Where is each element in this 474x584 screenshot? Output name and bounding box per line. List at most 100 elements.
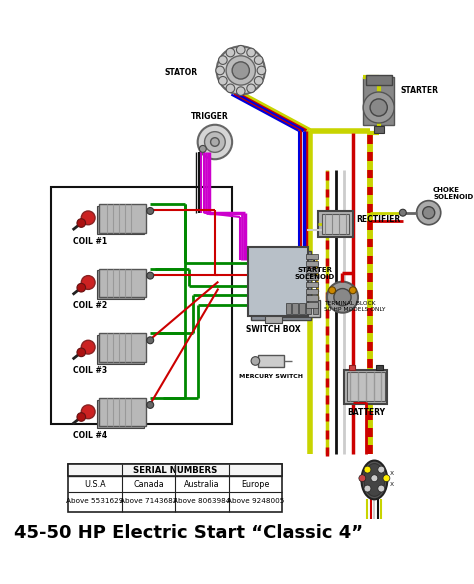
Text: Above 8063984: Above 8063984	[173, 499, 231, 505]
Circle shape	[378, 485, 385, 492]
Text: U.S.A: U.S.A	[84, 479, 106, 489]
Text: STARTER: STARTER	[400, 86, 438, 95]
Bar	[99, 269, 146, 297]
Circle shape	[77, 348, 86, 357]
Ellipse shape	[362, 461, 387, 499]
Bar	[366, 75, 392, 85]
Text: BATTERY: BATTERY	[347, 408, 385, 417]
Bar	[374, 127, 384, 133]
Text: COIL #3: COIL #3	[73, 366, 107, 375]
Circle shape	[81, 405, 95, 419]
Circle shape	[205, 131, 225, 152]
Text: COIL #4: COIL #4	[73, 430, 107, 440]
Bar	[68, 464, 282, 477]
Circle shape	[364, 466, 371, 473]
Text: 45-50 HP Electric Start “Classic 4”: 45-50 HP Electric Start “Classic 4”	[15, 523, 364, 541]
Text: SWITCH BOX: SWITCH BOX	[246, 325, 301, 335]
Circle shape	[219, 77, 227, 85]
Circle shape	[364, 485, 371, 492]
Bar	[99, 333, 146, 362]
Text: STATOR: STATOR	[164, 68, 198, 77]
Circle shape	[219, 56, 227, 64]
Circle shape	[247, 84, 255, 93]
Circle shape	[327, 281, 358, 312]
Bar	[363, 77, 394, 125]
Circle shape	[378, 466, 385, 473]
Bar	[247, 247, 308, 316]
Circle shape	[226, 84, 235, 93]
Bar	[258, 355, 284, 367]
Bar	[306, 296, 319, 301]
Circle shape	[400, 209, 406, 216]
Text: Canada: Canada	[133, 479, 164, 489]
Bar	[97, 400, 144, 428]
Circle shape	[363, 92, 394, 123]
Bar	[306, 261, 319, 266]
Bar	[265, 316, 282, 323]
Circle shape	[423, 207, 435, 219]
Bar	[306, 254, 319, 259]
Bar	[344, 370, 387, 404]
Text: CHOKE
SOLENOID: CHOKE SOLENOID	[433, 187, 473, 200]
Bar	[251, 251, 311, 319]
Circle shape	[198, 125, 232, 159]
Text: STARTER
SOLENOID: STARTER SOLENOID	[295, 266, 335, 280]
Circle shape	[77, 283, 86, 292]
Circle shape	[210, 138, 219, 147]
Text: x: x	[390, 470, 394, 476]
Circle shape	[334, 288, 351, 306]
Circle shape	[237, 87, 245, 95]
Text: RECTIFIER: RECTIFIER	[356, 215, 401, 224]
Circle shape	[147, 401, 154, 408]
Bar	[99, 204, 146, 232]
Bar	[347, 372, 385, 401]
Bar	[348, 365, 356, 370]
Circle shape	[147, 337, 154, 344]
Circle shape	[237, 46, 245, 54]
Circle shape	[81, 211, 95, 225]
Circle shape	[77, 219, 86, 227]
Text: MERCURY SWITCH: MERCURY SWITCH	[239, 374, 303, 379]
Text: COIL #1: COIL #1	[73, 237, 107, 246]
Circle shape	[147, 207, 154, 214]
Circle shape	[251, 357, 260, 365]
Bar	[306, 288, 319, 294]
Text: Above 9248005: Above 9248005	[227, 499, 284, 505]
Circle shape	[417, 201, 441, 225]
Bar	[51, 187, 232, 424]
Text: COIL #2: COIL #2	[73, 301, 107, 310]
Circle shape	[226, 56, 255, 85]
Bar	[313, 303, 319, 314]
Circle shape	[200, 145, 206, 152]
Circle shape	[226, 48, 235, 57]
Bar	[97, 206, 144, 234]
Bar	[300, 303, 305, 314]
Bar	[306, 268, 319, 273]
Circle shape	[383, 475, 390, 482]
Bar	[306, 281, 319, 287]
Bar	[97, 270, 144, 299]
Bar	[292, 303, 298, 314]
Bar	[306, 274, 319, 280]
Circle shape	[217, 46, 265, 95]
Circle shape	[255, 56, 263, 64]
Circle shape	[81, 276, 95, 290]
Circle shape	[232, 62, 249, 79]
Circle shape	[328, 287, 336, 294]
Bar	[376, 365, 383, 370]
Bar	[285, 303, 291, 314]
Text: TRIGGER: TRIGGER	[191, 112, 228, 121]
Ellipse shape	[364, 464, 385, 496]
Bar	[282, 300, 320, 317]
Bar	[99, 398, 146, 426]
Bar	[322, 214, 349, 234]
Bar	[68, 464, 282, 512]
Text: Europe: Europe	[241, 479, 270, 489]
Circle shape	[147, 272, 154, 279]
Circle shape	[359, 475, 366, 482]
Text: Above 5531629: Above 5531629	[66, 499, 124, 505]
Circle shape	[77, 413, 86, 421]
Circle shape	[371, 475, 378, 482]
Text: x: x	[390, 481, 394, 487]
Bar	[97, 335, 144, 364]
